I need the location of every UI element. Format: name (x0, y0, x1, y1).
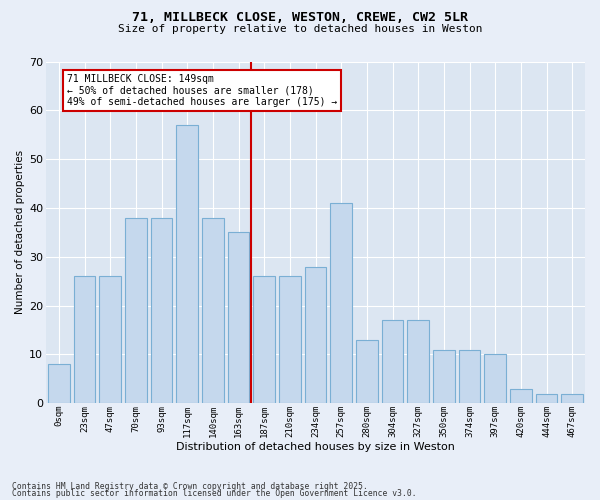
Bar (458, 350, 481, 404)
Bar (407, 320, 429, 404)
Bar (536, 394, 557, 404)
Bar (330, 203, 352, 404)
X-axis label: Distribution of detached houses by size in Weston: Distribution of detached houses by size … (176, 442, 455, 452)
Bar (356, 340, 378, 404)
Text: Contains public sector information licensed under the Open Government Licence v3: Contains public sector information licen… (12, 490, 416, 498)
Bar (227, 232, 250, 404)
Text: 71, MILLBECK CLOSE, WESTON, CREWE, CW2 5LR: 71, MILLBECK CLOSE, WESTON, CREWE, CW2 5… (132, 11, 468, 24)
Text: 71 MILLBECK CLOSE: 149sqm
← 50% of detached houses are smaller (178)
49% of semi: 71 MILLBECK CLOSE: 149sqm ← 50% of detac… (67, 74, 337, 107)
Bar (74, 276, 95, 404)
Bar (484, 354, 506, 404)
Text: Contains HM Land Registry data © Crown copyright and database right 2025.: Contains HM Land Registry data © Crown c… (12, 482, 368, 491)
Bar (382, 320, 403, 404)
Bar (176, 125, 198, 404)
Bar (151, 218, 172, 404)
Bar (253, 276, 275, 404)
Bar (510, 388, 532, 404)
Bar (561, 394, 583, 404)
Bar (100, 276, 121, 404)
Bar (48, 364, 70, 404)
Bar (433, 350, 455, 404)
Bar (305, 266, 326, 404)
Bar (202, 218, 224, 404)
Y-axis label: Number of detached properties: Number of detached properties (15, 150, 25, 314)
Bar (279, 276, 301, 404)
Bar (125, 218, 147, 404)
Text: Size of property relative to detached houses in Weston: Size of property relative to detached ho… (118, 24, 482, 34)
